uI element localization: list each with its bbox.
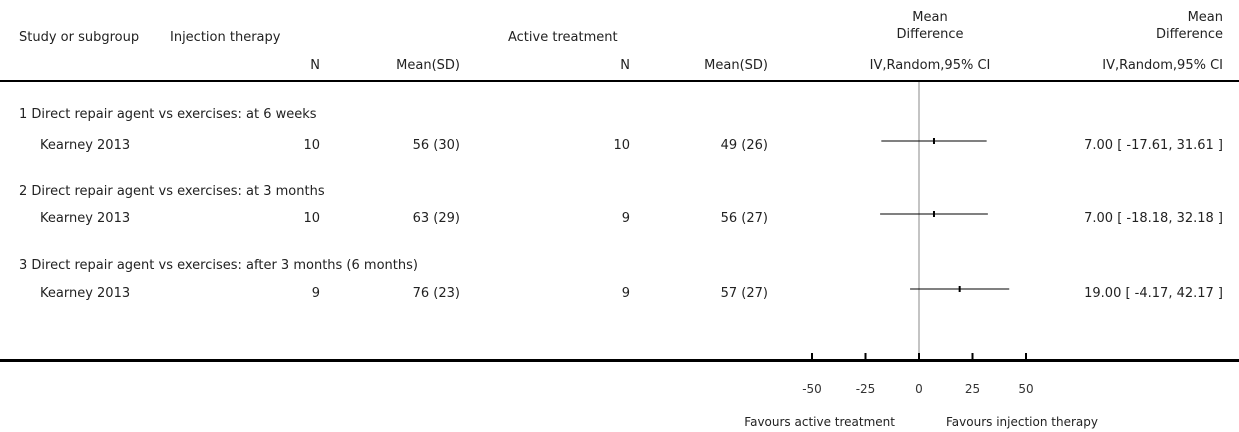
- study-n2: 9: [621, 211, 630, 226]
- favours-right-label: Favours injection therapy: [946, 415, 1098, 429]
- study-n1: 10: [303, 211, 320, 226]
- axis-tick-label: 25: [965, 382, 980, 396]
- column-header-md-line2: Difference: [896, 27, 964, 42]
- bottom-rule: [0, 359, 1239, 362]
- column-header-active-treatment: Active treatment: [508, 30, 618, 45]
- header-rule: [0, 80, 1239, 82]
- study-label: Kearney 2013: [40, 138, 131, 153]
- axis-tick-label: 50: [1018, 382, 1033, 396]
- column-header-md2-line2: Difference: [1155, 27, 1223, 42]
- study-label: Kearney 2013: [40, 211, 131, 226]
- study-meansd2: 49 (26): [720, 138, 768, 153]
- point-estimate: [958, 286, 961, 292]
- column-header-injection-therapy: Injection therapy: [170, 30, 281, 45]
- column-header-md-line1: Mean: [912, 10, 948, 25]
- study-ci-text: 19.00 [ -4.17, 42.17 ]: [1084, 286, 1223, 301]
- column-header-md-method: IV,Random,95% CI: [869, 58, 991, 73]
- study-n2: 10: [613, 138, 630, 153]
- study-ci-text: 7.00 [ -18.18, 32.18 ]: [1084, 211, 1223, 226]
- axis-tick-label: 0: [915, 382, 923, 396]
- study-meansd1: 76 (23): [412, 286, 460, 301]
- study-meansd1: 63 (29): [412, 211, 460, 226]
- subgroup-title: 2 Direct repair agent vs exercises: at 3…: [19, 184, 325, 199]
- study-label: Kearney 2013: [40, 286, 131, 301]
- study-n2: 9: [621, 286, 630, 301]
- study-meansd2: 56 (27): [720, 211, 768, 226]
- subgroup-title: 3 Direct repair agent vs exercises: afte…: [19, 258, 418, 273]
- study-n1: 10: [303, 138, 320, 153]
- column-header-n2: N: [620, 58, 630, 73]
- axis-tick-label: -25: [856, 382, 876, 396]
- study-meansd1: 56 (30): [412, 138, 460, 153]
- column-header-n1: N: [310, 58, 320, 73]
- column-header-md2-line1: Mean: [1187, 10, 1223, 25]
- column-header-meansd1: Mean(SD): [396, 58, 460, 73]
- column-header-meansd2: Mean(SD): [704, 58, 768, 73]
- column-header-study: Study or subgroup: [19, 30, 140, 45]
- point-estimate: [932, 211, 935, 217]
- study-meansd2: 57 (27): [720, 286, 768, 301]
- point-estimate: [932, 138, 935, 144]
- study-n1: 9: [311, 286, 320, 301]
- subgroup-title: 1 Direct repair agent vs exercises: at 6…: [19, 107, 317, 122]
- favours-left-label: Favours active treatment: [744, 415, 895, 429]
- column-header-md2-method: IV,Random,95% CI: [1102, 58, 1223, 73]
- axis-tick-label: -50: [802, 382, 822, 396]
- study-ci-text: 7.00 [ -17.61, 31.61 ]: [1084, 138, 1223, 153]
